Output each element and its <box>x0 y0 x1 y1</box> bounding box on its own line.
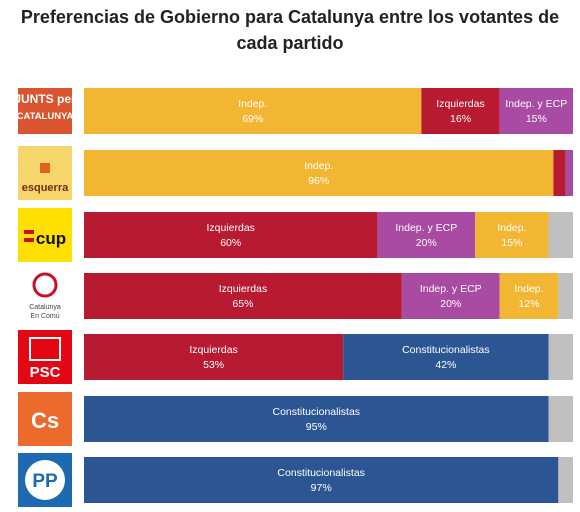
segment-value-4-3: 12% <box>518 298 539 310</box>
bar-segment-3-1 <box>84 212 378 258</box>
psc-logo-fist <box>29 337 61 361</box>
esquerra-logo-text: esquerra <box>22 182 69 194</box>
segment-value-3-2: 20% <box>416 237 437 249</box>
junts-logo-text-1: JUNTS per <box>14 92 76 106</box>
bar-segment-2-3 <box>565 150 573 196</box>
cup-logo-text: cup <box>36 229 66 248</box>
party-logo-5: PSC <box>18 330 72 384</box>
bar-segment-1-2 <box>421 88 500 134</box>
comu-logo-text-1: Catalunya <box>29 304 61 311</box>
bar-segment-3-2 <box>377 212 476 258</box>
segment-label-4-3: Indep. <box>514 283 543 295</box>
segment-label-4-1: Izquierdas <box>219 283 267 295</box>
bar-segment-1-3 <box>499 88 573 134</box>
cup-logo-bg <box>18 208 72 262</box>
party-logo-2: esquerra <box>18 146 72 200</box>
party-logo-3: cup <box>18 208 72 262</box>
segment-label-5-1: Izquierdas <box>189 344 237 356</box>
pp-logo-circle <box>25 460 65 500</box>
segment-label-6-1: Constitucionalistas <box>273 406 361 418</box>
junts-logo-text-2: CATALUNYA <box>17 111 74 122</box>
bar-row-2: esquerra Indep. 96% <box>18 146 573 200</box>
psc-logo-text: PSC <box>30 364 61 381</box>
cup-logo-dash-1 <box>24 230 34 234</box>
segment-value-3-3: 15% <box>501 237 522 249</box>
bar-segment-5-3 <box>548 334 573 380</box>
segment-value-1-1: 69% <box>242 113 263 125</box>
segment-value-2-1: 96% <box>308 175 329 187</box>
bar-segment-6-1 <box>84 396 549 442</box>
party-logo-6: Cs <box>18 392 72 446</box>
bar-segment-7-2 <box>558 457 573 503</box>
bar-segment-3-3 <box>475 212 549 258</box>
bar-segment-4-4 <box>558 273 573 319</box>
bar-segment-1-1 <box>84 88 422 134</box>
segment-label-7-1: Constitucionalistas <box>277 467 365 479</box>
comu-logo-text-2: En Comú <box>30 313 59 320</box>
bar-segment-2-1 <box>84 150 554 196</box>
chart-title-line-2: cada partido <box>236 33 344 53</box>
bar-row-6: Cs Constitucionalistas 95% <box>18 392 573 446</box>
bar-row-4: Catalunya En Comú Izquierdas 65% Indep. y EC… <box>29 272 573 320</box>
segment-label-4-2: Indep. y ECP <box>420 283 482 295</box>
segment-value-6-1: 95% <box>306 421 327 433</box>
bar-segment-5-1 <box>84 334 344 380</box>
bar-segment-7-1 <box>84 457 559 503</box>
segment-value-1-3: 15% <box>526 113 547 125</box>
segment-label-1-1: Indep. <box>238 98 267 110</box>
esquerra-logo-star <box>40 163 50 173</box>
segment-label-3-1: Izquierdas <box>206 222 254 234</box>
junts-logo-bg <box>18 88 72 134</box>
comu-logo-circle <box>32 272 58 298</box>
segment-value-7-1: 97% <box>311 482 332 494</box>
cup-logo-dash-2 <box>24 238 34 242</box>
party-logo-1: JUNTS per CATALUNYA <box>14 88 76 134</box>
bar-segment-6-2 <box>548 396 573 442</box>
segment-label-2-1: Indep. <box>304 160 333 172</box>
segment-value-5-2: 42% <box>435 359 456 371</box>
bar-row-7: PP Constitucionalistas 97% <box>18 453 573 507</box>
pp-logo-text: PP <box>32 471 58 492</box>
bar-row-1: JUNTS per CATALUNYA Indep. 69% Izquierdas 16%… <box>14 88 573 134</box>
segment-value-1-2: 16% <box>450 113 471 125</box>
segment-label-1-2: Izquierdas <box>436 98 484 110</box>
cs-logo-bg <box>18 392 72 446</box>
cs-logo-text: Cs <box>31 408 59 433</box>
segment-value-4-2: 20% <box>440 298 461 310</box>
segment-value-4-1: 65% <box>232 298 253 310</box>
segment-label-5-2: Constitucionalistas <box>402 344 490 356</box>
segment-value-5-1: 53% <box>203 359 224 371</box>
bar-segment-4-1 <box>84 273 402 319</box>
chart-title-line-1: Preferencias de Gobierno para Catalunya … <box>20 7 560 27</box>
bar-segment-5-2 <box>343 334 549 380</box>
bar-segment-3-4 <box>548 212 573 258</box>
bar-segment-2-2 <box>553 150 566 196</box>
bar-segment-4-3 <box>499 273 559 319</box>
chart-title: Preferencias de Gobierno para Catalunya … <box>0 4 580 56</box>
party-logo-7: PP <box>18 453 72 507</box>
bar-row-3: cup Izquierdas 60% Indep. y ECP 20% Indep. 15% <box>18 208 573 262</box>
segment-label-1-3: Indep. y ECP <box>505 98 567 110</box>
segment-value-3-1: 60% <box>220 237 241 249</box>
party-logo-4: Catalunya En Comú <box>29 272 61 320</box>
bar-row-5: PSC Izquierdas 53% Constitucionalistas 42% <box>18 330 573 384</box>
segment-label-3-3: Indep. <box>497 222 526 234</box>
segment-label-3-2: Indep. y ECP <box>395 222 457 234</box>
bar-segment-4-2 <box>401 273 500 319</box>
